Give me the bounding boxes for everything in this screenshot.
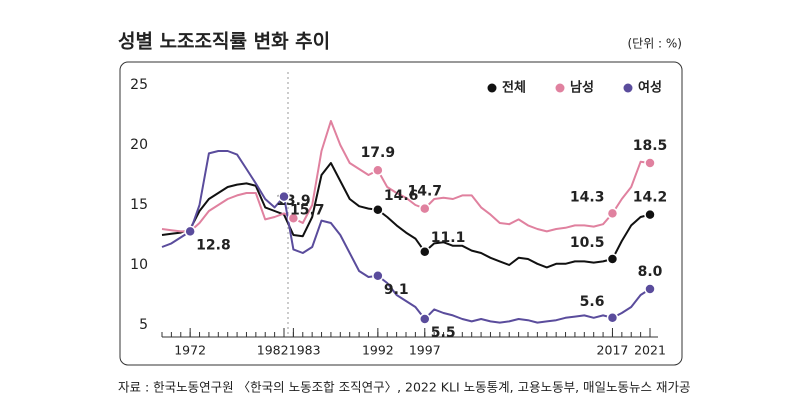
- data-label: 17.9: [361, 145, 396, 161]
- data-label: 14.6: [384, 188, 419, 204]
- x-tick-label: 1997: [409, 343, 441, 358]
- point-marker: [419, 202, 431, 215]
- y-tick-label: 20: [130, 137, 148, 153]
- series-line: [161, 120, 651, 233]
- data-label: 15.7: [290, 203, 325, 219]
- point-marker: [606, 207, 619, 220]
- point-marker: [419, 246, 431, 258]
- plot-frame: [119, 61, 683, 366]
- x-tick-label: 1982: [257, 343, 289, 358]
- data-label: 12.8: [196, 237, 231, 253]
- legend-swatch: [555, 83, 565, 93]
- data-label: 5.5: [431, 325, 456, 341]
- legend-swatch: [623, 83, 633, 93]
- data-label: 14.3: [570, 189, 605, 205]
- x-tick-label: 1992: [362, 343, 394, 358]
- point-marker: [644, 283, 656, 295]
- point-marker: [372, 270, 384, 282]
- unit-note: (단위 : %): [627, 37, 682, 51]
- y-tick-label: 15: [130, 197, 148, 213]
- point-marker: [287, 212, 300, 224]
- point-marker: [644, 208, 656, 221]
- point-marker: [372, 164, 384, 176]
- x-tick-label: 1972: [174, 343, 206, 358]
- point-marker: [419, 313, 431, 325]
- point-marker: [644, 157, 656, 169]
- data-label: 11.1: [431, 230, 466, 246]
- data-label: 14.7: [407, 184, 442, 200]
- data-label: 9.1: [384, 282, 409, 298]
- data-label: 8.0: [638, 264, 663, 280]
- legend-swatch: [487, 83, 497, 93]
- legend-label: 여성: [638, 80, 662, 96]
- point-marker: [606, 312, 619, 324]
- x-tick-label: 2021: [634, 343, 666, 358]
- data-label: 10.5: [570, 235, 605, 251]
- legend-label: 전체: [502, 80, 526, 96]
- x-tick-label: 2017: [597, 343, 629, 358]
- data-label: 18.5: [633, 138, 668, 154]
- data-label: 5.6: [580, 294, 605, 310]
- chart-title: 성별 노조조직률 변화 추이: [118, 31, 330, 53]
- point-marker: [606, 253, 619, 265]
- y-tick-label: 5: [139, 317, 148, 333]
- point-marker: [372, 204, 384, 216]
- y-tick-label: 25: [130, 77, 148, 93]
- data-label: 14.2: [633, 190, 668, 206]
- point-marker: [278, 190, 290, 203]
- plot: 5 10 15 20 25 1972 1982 1983 1992 1997 2017 2021 14.…: [130, 77, 667, 358]
- x-tick-label: 1983: [289, 343, 321, 358]
- series-line: [161, 162, 651, 269]
- legend-label: 남성: [570, 80, 594, 96]
- source-note: 자료 : 한국노동연구원 〈한국의 노동조합 조직연구〉, 2022 KLI 노…: [118, 380, 691, 395]
- point-marker: [184, 225, 196, 238]
- y-tick-label: 10: [130, 257, 148, 273]
- series-line: [161, 150, 651, 324]
